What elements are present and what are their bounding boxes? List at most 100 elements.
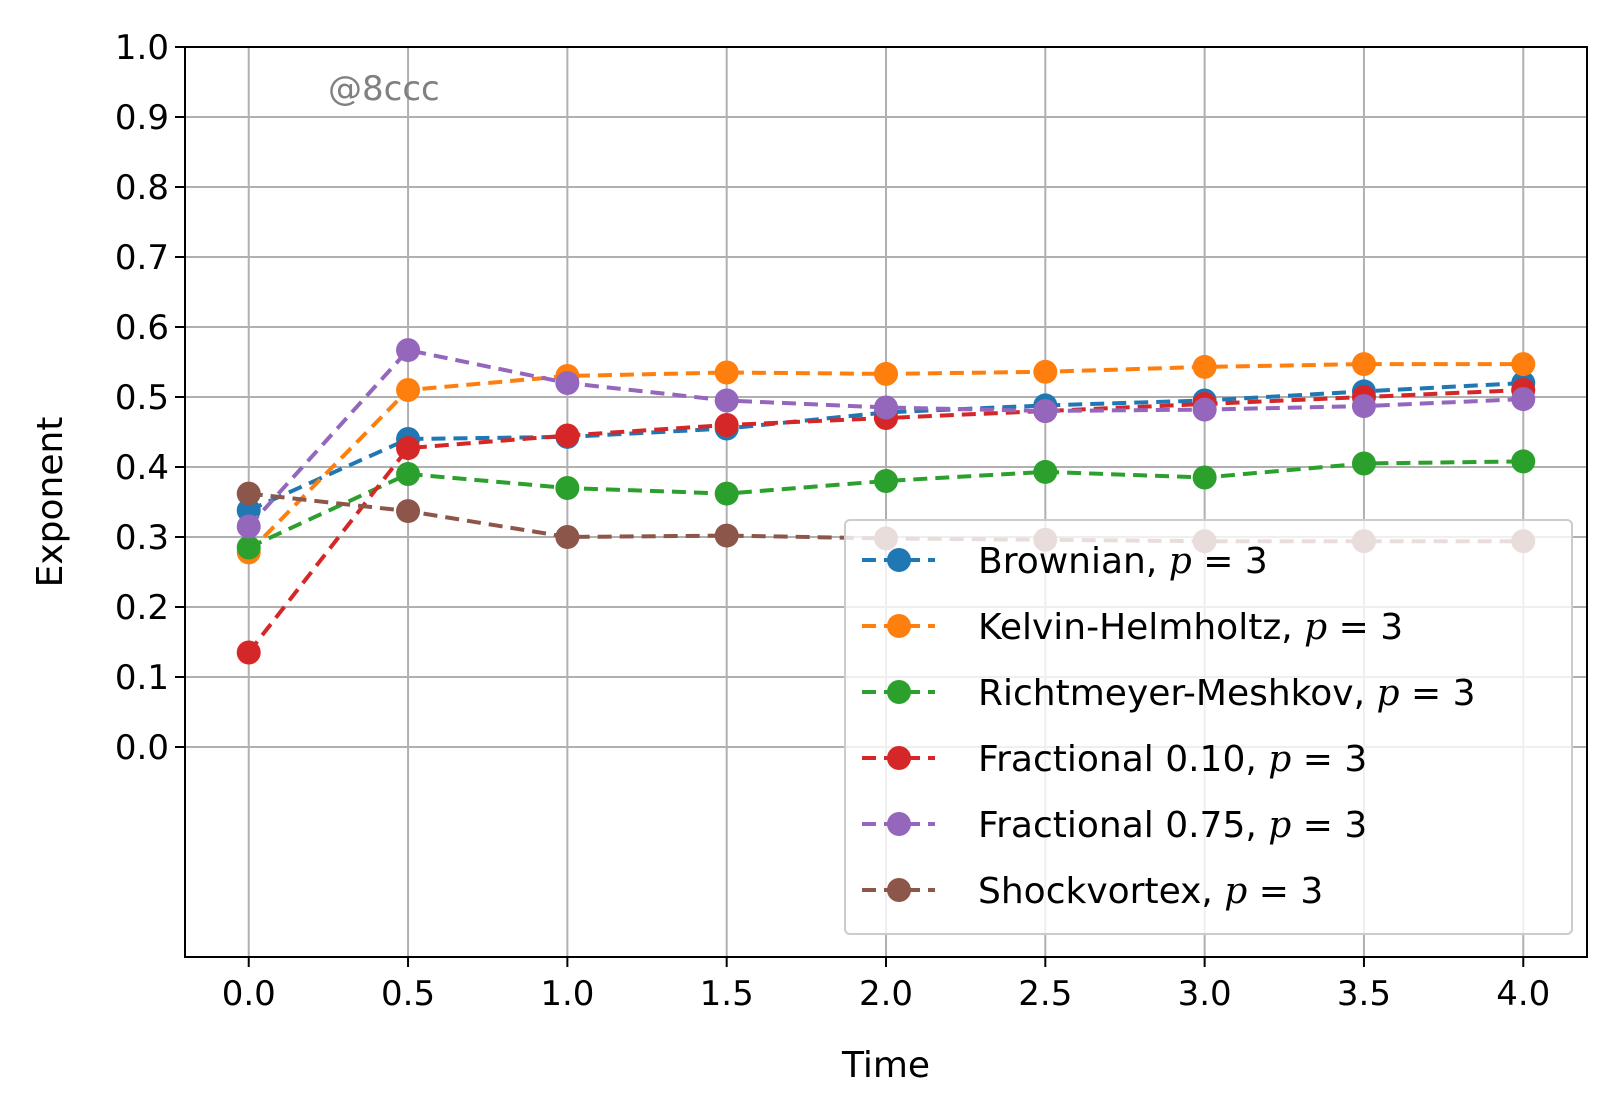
data-point <box>874 395 898 420</box>
ticks: 0.0 0.5 1.0 1.5 2.0 2.5 3.0 3.5 4.0 0.0 0.1 0.2 0.3 0… <box>115 28 1550 1014</box>
data-point <box>555 423 580 448</box>
y-tick-label: 0.2 <box>115 588 169 628</box>
data-point <box>236 481 261 506</box>
y-tick-label: 0.1 <box>115 658 169 698</box>
legend-label: Kelvin-Helmholtz, p = 3 <box>978 607 1403 648</box>
data-point <box>1351 394 1376 419</box>
legend-label-eq: = 3 <box>1247 871 1323 912</box>
x-axis-label: Time <box>841 1045 930 1086</box>
legend-entry: Shockvortex, p = 3 <box>862 871 1323 912</box>
data-point <box>1033 459 1058 484</box>
series-line <box>247 381 1524 513</box>
data-point <box>1511 352 1536 377</box>
legend-entry: Fractional 0.10, p = 3 <box>862 739 1367 780</box>
legend-marker <box>887 548 911 572</box>
x-tick-label: 0.0 <box>222 974 276 1014</box>
legend-label-var: p <box>1169 541 1192 582</box>
legend-label: Shockvortex, p = 3 <box>978 871 1323 912</box>
data-point <box>555 525 580 549</box>
legend-entry: Richtmeyer-Meshkov, p = 3 <box>862 673 1475 714</box>
data-point <box>714 360 739 385</box>
data-point <box>236 535 261 560</box>
x-tick-label: 4.0 <box>1496 974 1550 1014</box>
legend-marker <box>887 746 911 770</box>
data-point <box>714 413 739 437</box>
legend-label-name: Kelvin-Helmholtz, <box>978 607 1304 648</box>
legend-entry: Fractional 0.75, p = 3 <box>862 805 1367 846</box>
y-tick-label: 0.9 <box>115 98 169 138</box>
data-point <box>714 481 739 506</box>
watermark: @8ccc <box>328 69 440 109</box>
series-line <box>247 347 1524 528</box>
legend-label-var: p <box>1268 805 1291 846</box>
legend-label-var: p <box>1376 673 1399 714</box>
y-tick-label: 0.8 <box>115 168 169 208</box>
legend-marker <box>887 680 911 704</box>
legend-box <box>844 519 1573 935</box>
data-point <box>1351 352 1376 377</box>
data-point <box>1033 359 1058 384</box>
legend-label-name: Fractional 0.75, <box>978 805 1268 846</box>
x-tick-label: 1.0 <box>540 974 594 1014</box>
legend-label-name: Shockvortex, <box>978 871 1224 912</box>
x-tick-label: 2.5 <box>1018 974 1072 1014</box>
x-tick-label: 3.5 <box>1337 974 1391 1014</box>
data-point <box>555 476 580 500</box>
y-tick-label: 0.0 <box>115 728 169 768</box>
legend-entry: Brownian, p = 3 <box>862 541 1268 582</box>
legend-label: Richtmeyer-Meshkov, p = 3 <box>978 673 1475 714</box>
data-point <box>396 499 421 524</box>
x-tick-label: 0.5 <box>381 974 435 1014</box>
series-line <box>247 459 1524 550</box>
data-point <box>555 371 580 395</box>
data-point <box>1511 449 1536 474</box>
y-tick-label: 0.4 <box>115 448 169 488</box>
legend-entry: Kelvin-Helmholtz, p = 3 <box>862 607 1403 648</box>
legend-marker <box>887 614 911 638</box>
data-point <box>1351 451 1376 476</box>
y-tick-label: 0.5 <box>115 378 169 418</box>
data-point <box>396 436 421 461</box>
y-tick-label: 0.3 <box>115 518 169 558</box>
legend-label: Brownian, p = 3 <box>978 541 1268 582</box>
data-point <box>874 361 898 386</box>
x-tick-label: 2.0 <box>859 974 913 1014</box>
data-point <box>1192 465 1217 490</box>
data-point <box>396 462 421 486</box>
y-axis-label: Exponent <box>30 417 71 588</box>
y-tick-label: 1.0 <box>115 28 169 68</box>
data-point <box>1511 387 1536 412</box>
legend-label-eq: = 3 <box>1400 673 1476 714</box>
x-tick-label: 1.5 <box>700 974 754 1014</box>
data-point <box>714 523 739 548</box>
x-tick-label: 3.0 <box>1178 974 1232 1014</box>
legend-label-var: p <box>1304 607 1327 648</box>
series-2 <box>236 449 1536 560</box>
legend-label-name: Brownian, <box>978 541 1169 582</box>
data-point <box>396 338 421 363</box>
data-point <box>1033 399 1058 423</box>
legend-label-eq: = 3 <box>1291 739 1367 780</box>
legend-label-eq: = 3 <box>1291 805 1367 846</box>
legend-label-eq: = 3 <box>1327 607 1403 648</box>
data-point <box>714 388 739 413</box>
y-tick-label: 0.7 <box>115 238 169 278</box>
legend-marker <box>887 878 911 902</box>
legend-label-name: Richtmeyer-Meshkov, <box>978 673 1376 714</box>
legend-marker <box>887 812 911 836</box>
data-point <box>1192 397 1217 422</box>
legend-label: Fractional 0.10, p = 3 <box>978 739 1367 780</box>
data-point <box>236 640 261 665</box>
legend-label-var: p <box>1224 871 1247 912</box>
series-4 <box>236 338 1536 539</box>
y-tick-label: 0.6 <box>115 308 169 348</box>
data-point <box>1192 354 1217 379</box>
legend-label-var: p <box>1268 739 1291 780</box>
legend-label-eq: = 3 <box>1192 541 1268 582</box>
data-point <box>236 514 261 539</box>
legend-label-name: Fractional 0.10, <box>978 739 1268 780</box>
data-point <box>874 469 898 493</box>
data-point <box>396 378 421 402</box>
